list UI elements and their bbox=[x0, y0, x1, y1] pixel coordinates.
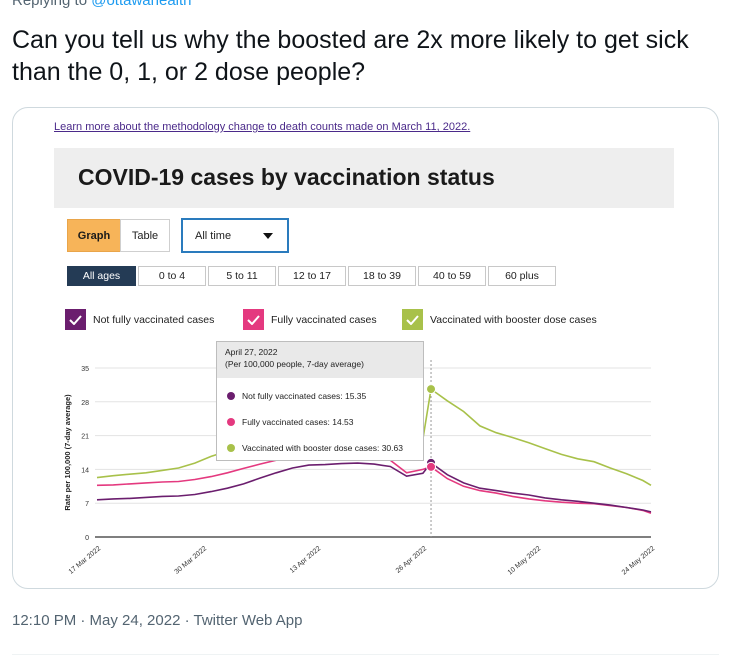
methodology-link[interactable]: Learn more about the methodology change … bbox=[54, 121, 471, 133]
graph-view-button[interactable]: Graph bbox=[67, 219, 121, 252]
y-tick-label: 35 bbox=[81, 366, 89, 373]
x-tick-label: 13 Apr 2022 bbox=[289, 545, 323, 575]
series-line bbox=[96, 452, 652, 515]
chart-tooltip: April 27, 2022 (Per 100,000 people, 7-da… bbox=[216, 341, 424, 461]
tooltip-row-label: Fully vaccinated cases: 14.53 bbox=[242, 417, 354, 427]
y-tick-label: 0 bbox=[85, 535, 89, 542]
tooltip-date: April 27, 2022 bbox=[225, 347, 278, 357]
y-tick-label: 14 bbox=[81, 467, 89, 474]
age-filter-12-to-17[interactable]: 12 to 17 bbox=[278, 266, 346, 286]
x-tick-label: 10 May 2022 bbox=[507, 545, 543, 576]
chart-title: COVID-19 cases by vaccination status bbox=[78, 164, 495, 190]
x-tick-label: 26 Apr 2022 bbox=[395, 545, 429, 575]
y-axis-label: Rate per 100,000 (7-day average) bbox=[63, 394, 72, 511]
checkbox-icon bbox=[402, 309, 423, 330]
replying-handle-link[interactable]: @ottawahealth bbox=[91, 0, 192, 9]
y-tick-label: 21 bbox=[81, 434, 89, 441]
caret-down-icon bbox=[263, 233, 273, 239]
replying-to: Replying to @ottawahealth bbox=[12, 0, 192, 9]
legend-item-booster[interactable]: Vaccinated with booster dose cases bbox=[402, 309, 597, 330]
age-filter-18-to-39[interactable]: 18 to 39 bbox=[348, 266, 416, 286]
legend-item-fully[interactable]: Fully vaccinated cases bbox=[243, 309, 377, 330]
tweet-text: Can you tell us why the boosted are 2x m… bbox=[12, 26, 689, 86]
age-filter-all-ages[interactable]: All ages bbox=[67, 266, 136, 286]
series-line bbox=[96, 461, 652, 513]
tweet-timestamp[interactable]: 12:10 PM · May 24, 2022 · Twitter Web Ap… bbox=[12, 612, 303, 629]
hover-marker bbox=[426, 461, 437, 472]
line-chart[interactable]: 0 7 14 21 28 35 Rate per 100,000 (7-day averag… bbox=[13, 336, 719, 589]
replying-prefix: Replying to bbox=[12, 0, 88, 9]
legend-label: Fully vaccinated cases bbox=[271, 313, 377, 326]
tooltip-row-not-fully: Not fully vaccinated cases: 15.35 bbox=[227, 391, 366, 401]
checkbox-icon bbox=[65, 309, 86, 330]
tooltip-row-fully: Fully vaccinated cases: 14.53 bbox=[227, 417, 354, 427]
x-tick-label: 24 May 2022 bbox=[621, 545, 657, 576]
tooltip-note: (Per 100,000 people, 7-day average) bbox=[225, 359, 364, 369]
legend-label: Not fully vaccinated cases bbox=[93, 313, 215, 326]
age-filter-5-to-11[interactable]: 5 to 11 bbox=[208, 266, 276, 286]
dot-icon bbox=[227, 392, 235, 400]
title-bar: COVID-19 cases by vaccination status bbox=[54, 148, 674, 208]
tooltip-row-booster: Vaccinated with booster dose cases: 30.6… bbox=[227, 443, 403, 453]
time-range-value: All time bbox=[195, 229, 232, 242]
age-filter-0-to-4[interactable]: 0 to 4 bbox=[138, 266, 206, 286]
age-filter-40-to-59[interactable]: 40 to 59 bbox=[418, 266, 486, 286]
time-range-dropdown[interactable]: All time bbox=[181, 218, 289, 253]
media-card[interactable]: Learn more about the methodology change … bbox=[12, 107, 719, 589]
age-filter-group: All ages 0 to 4 5 to 11 12 to 17 18 to 3… bbox=[67, 266, 558, 286]
table-view-button[interactable]: Table bbox=[120, 219, 170, 252]
tooltip-header: April 27, 2022 (Per 100,000 people, 7-da… bbox=[217, 342, 423, 378]
legend-label: Vaccinated with booster dose cases bbox=[430, 313, 597, 326]
y-tick-label: 28 bbox=[81, 400, 89, 407]
x-tick-label: 30 Mar 2022 bbox=[174, 545, 209, 576]
dot-icon bbox=[227, 444, 235, 452]
tooltip-row-label: Not fully vaccinated cases: 15.35 bbox=[242, 391, 367, 401]
age-filter-60-plus[interactable]: 60 plus bbox=[488, 266, 556, 286]
hover-marker bbox=[426, 384, 437, 395]
y-tick-label: 7 bbox=[85, 501, 89, 508]
x-tick-label: 17 Mar 2022 bbox=[68, 545, 103, 576]
tooltip-row-label: Vaccinated with booster dose cases: 30.6… bbox=[242, 443, 403, 453]
checkbox-icon bbox=[243, 309, 264, 330]
dot-icon bbox=[227, 418, 235, 426]
legend-item-not-fully[interactable]: Not fully vaccinated cases bbox=[65, 309, 214, 330]
